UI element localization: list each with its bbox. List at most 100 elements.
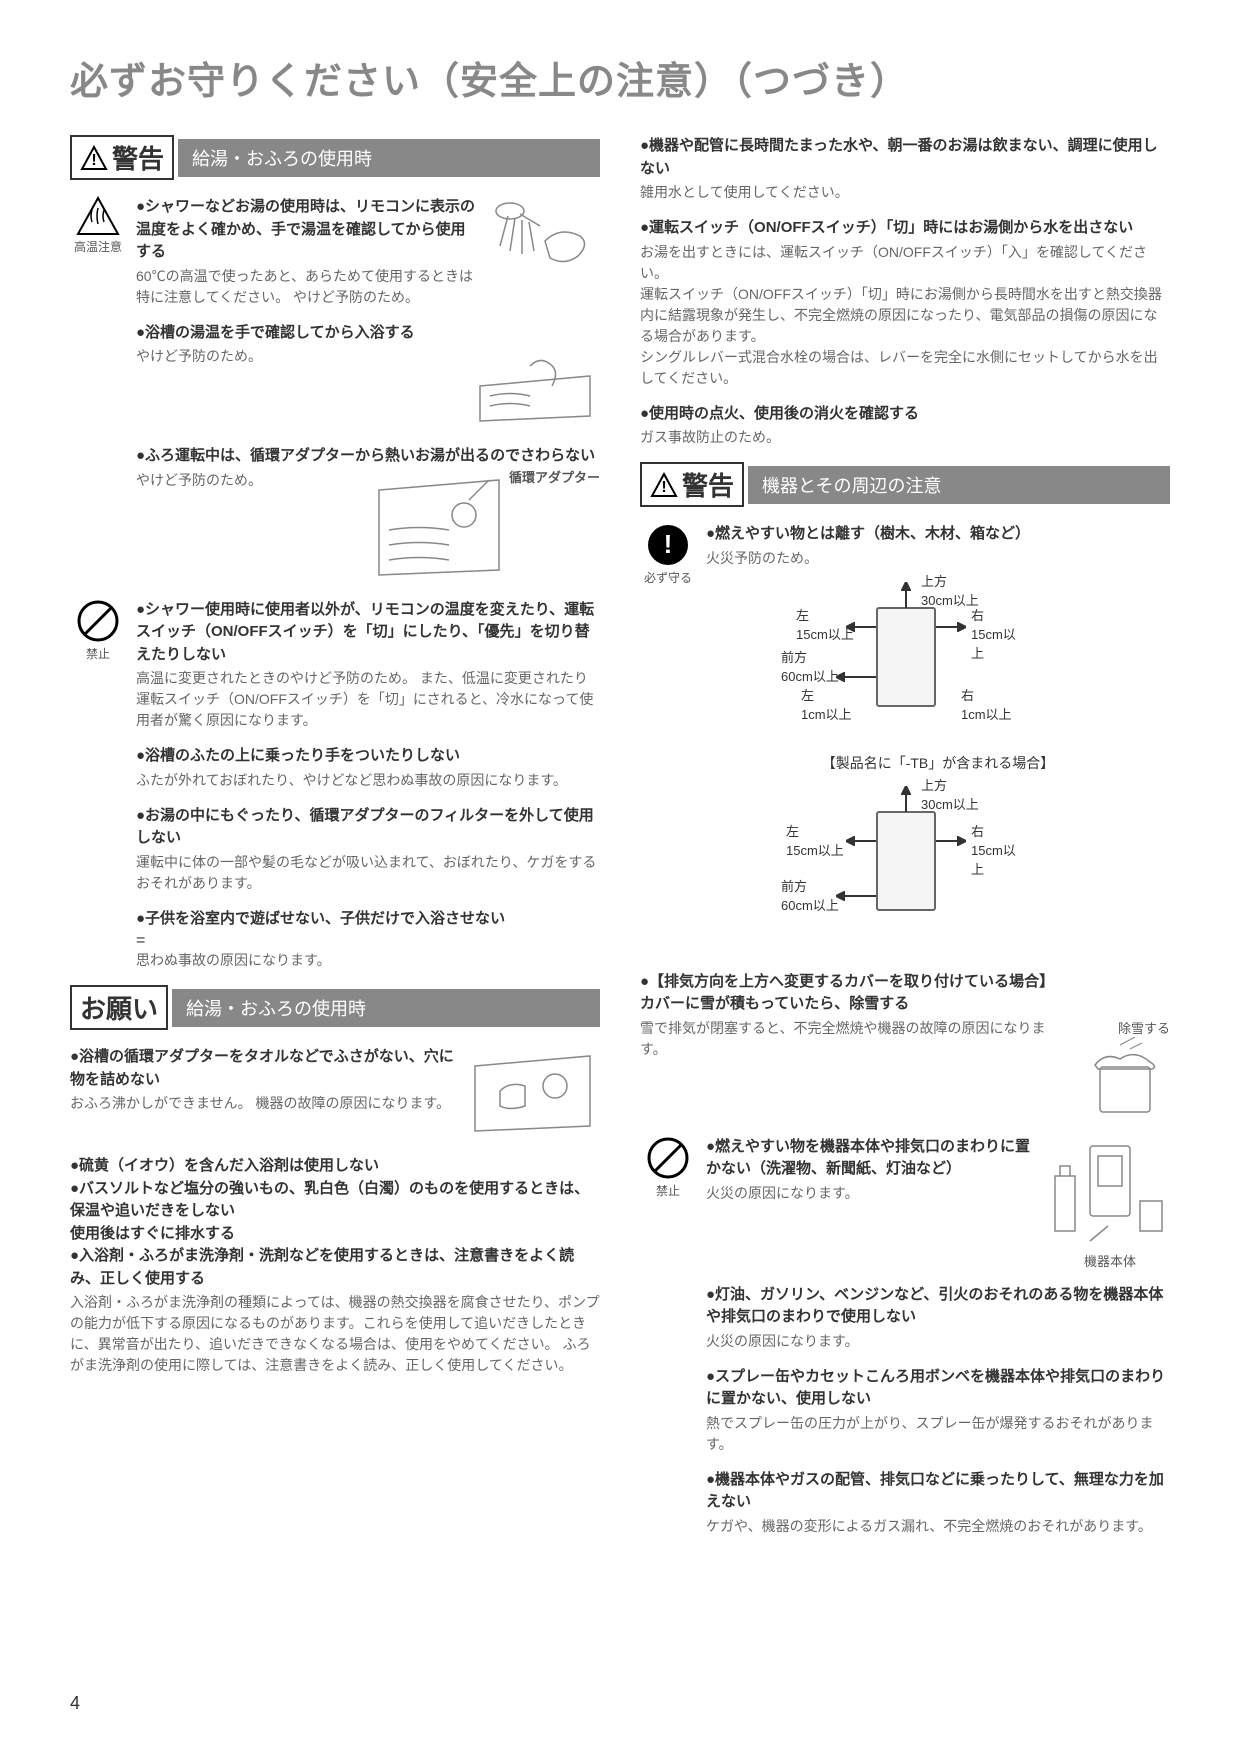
columns: ! 警告 給湯・おふろの使用時 高温注意 ●シャワーなどお湯の使用時は、リモコン… (70, 135, 1170, 1551)
hot-caution-icon (76, 196, 120, 236)
clearance-rightb: 右 1cm以上 (961, 685, 1012, 723)
clearance-front: 前方 60cm以上 (781, 647, 839, 685)
item-body: お湯を出すときには、運転スイッチ（ON/OFFスイッチ）「入」を確認してください… (640, 242, 1170, 389)
icon-must-obey: ! 必ず守る (640, 523, 696, 957)
page-number: 4 (70, 1693, 80, 1714)
shower-illustration (490, 196, 600, 291)
item-title: ●機器本体やガスの配管、排気口などに乗ったりして、無理な力を加えない (706, 1469, 1170, 1514)
item-title: ●浴槽のふたの上に乗ったり手をついたりしない (136, 745, 600, 768)
left-request-1: ●硫黄（イオウ）を含んだ入浴剤は使用しない ●バスソルトなど塩分の強いもの、乳白… (70, 1155, 600, 1376)
item-title: ●硫黄（イオウ）を含んだ入浴剤は使用しない ●バスソルトなど塩分の強いもの、乳白… (70, 1155, 600, 1290)
svg-text:!: ! (91, 152, 96, 169)
warning-badge-text: 警告 (682, 466, 734, 503)
left-item-5: ●お湯の中にもぐったり、循環アダプターのフィルターを外して使用しない 運転中に体… (70, 805, 600, 894)
right-top-0: ●機器や配管に長時間たまった水や、朝一番のお湯は飲まない、調理に使用しない 雑用… (640, 135, 1170, 203)
clearance-left: 左 15cm以上 (796, 605, 854, 643)
prohibit-icon (76, 599, 120, 643)
section-label: 機器とその周辺の注意 (748, 466, 1170, 504)
right-column: ●機器や配管に長時間たまった水や、朝一番のお湯は飲まない、調理に使用しない 雑用… (640, 135, 1170, 1551)
warning-badge: ! 警告 (640, 462, 744, 507)
icon-prohibit: 禁止 (70, 599, 126, 732)
icon-prohibit: 禁止 (640, 1136, 696, 1270)
page-title: 必ずお守りください（安全上の注意）（つづき） (70, 50, 1170, 105)
section-label: 給湯・おふろの使用時 (178, 139, 600, 177)
left-item-2: ●ふろ運転中は、循環アダプターから熱いお湯が出るのでさわらない 循環アダプター … (70, 445, 600, 585)
item-title: ●機器や配管に長時間たまった水や、朝一番のお湯は飲まない、調理に使用しない (640, 135, 1170, 180)
warning-triangle-icon: ! (80, 145, 108, 171)
item-title: ●燃えやすい物とは離す（樹木、木材、箱など） (706, 523, 1170, 546)
left-item-1: ●浴槽の湯温を手で確認してから入浴する やけど予防のため。 (70, 322, 600, 432)
warning-badge: ! 警告 (70, 135, 174, 180)
snow-illustration: 除雪する (1080, 1018, 1170, 1122)
right-prohibit-3: ●機器本体やガスの配管、排気口などに乗ったりして、無理な力を加えない ケガや、機… (640, 1469, 1170, 1537)
item-body: ふたが外れておぼれたり、やけどなど思わぬ事故の原因になります。 (136, 770, 600, 791)
item-title: ●ふろ運転中は、循環アダプターから熱いお湯が出るのでさわらない 循環アダプター (136, 445, 600, 468)
left-item-3: 禁止 ●シャワー使用時に使用者以外が、リモコンの温度を変えたり、運転スイッチ（O… (70, 599, 600, 732)
icon-label: 禁止 (656, 1184, 680, 1198)
case2-label: 【製品名に「-TB」が含まれる場合】 (706, 753, 1170, 773)
clearance-diagram-2: 上方 30cm以上 左 15cm以上 右 15cm以上 前方 60cm以上 (746, 781, 1026, 941)
item-body: 雑用水として使用してください。 (640, 182, 1170, 203)
adapter-illustration (369, 470, 509, 585)
warning-header-left: ! 警告 給湯・おふろの使用時 (70, 135, 600, 180)
item-body: 思わぬ事故の原因になります。 (136, 950, 600, 971)
left-item-4: ●浴槽のふたの上に乗ったり手をついたりしない ふたが外れておぼれたり、やけどなど… (70, 745, 600, 791)
clearance2-top: 上方 30cm以上 (921, 775, 979, 813)
snow-annot: 除雪する (1080, 1018, 1170, 1037)
clearance2-left: 左 15cm以上 (786, 821, 844, 859)
item-title: ●使用時の点火、使用後の消火を確認する (640, 403, 1170, 426)
item-title: ●お湯の中にもぐったり、循環アダプターのフィルターを外して使用しない (136, 805, 600, 850)
right-prohibit-1: ●灯油、ガソリン、ベンジンなど、引火のおそれのある物を機器本体や排気口のまわりで… (640, 1284, 1170, 1352)
item-title: ●シャワー使用時に使用者以外が、リモコンの温度を変えたり、運転スイッチ（ON/O… (136, 599, 600, 667)
warning-triangle-icon: ! (650, 472, 678, 498)
item-body: 火災の原因になります。 (706, 1331, 1170, 1352)
item-body: 高温に変更されたときのやけど予防のため。 また、低温に変更されたり運転スイッチ（… (136, 668, 600, 731)
snow-item: ●【排気方向を上方へ変更するカバーを取り付けている場合】 カバーに雪が積もってい… (640, 971, 1170, 1122)
item-body: 運転中に体の一部や髪の毛などが吸い込まれて、おぼれたり、ケガをするおそれがありま… (136, 852, 600, 894)
appliance-annot: 機器本体 (1050, 1251, 1170, 1270)
clearance-top: 上方 30cm以上 (921, 571, 979, 609)
warning-header-right: ! 警告 機器とその周辺の注意 (640, 462, 1170, 507)
prohibit-icon (646, 1136, 690, 1180)
clearance-right: 右 15cm以上 (971, 605, 1026, 662)
left-item-0: 高温注意 ●シャワーなどお湯の使用時は、リモコンに表示の温度をよく確かめ、手で湯… (70, 196, 600, 308)
icon-label: 禁止 (86, 647, 110, 661)
item-title: ●運転スイッチ（ON/OFFスイッチ）「切」時にはお湯側から水を出さない (640, 217, 1170, 240)
item-body: 熱でスプレー缶の圧力が上がり、スプレー缶が爆発するおそれがあります。 (706, 1413, 1170, 1455)
adapter-annotation: 循環アダプター (509, 468, 600, 488)
item-title: ●子供を浴室内で遊ばせない、子供だけで入浴させない (136, 908, 600, 931)
icon-label: 高温注意 (74, 240, 122, 254)
request-header: お願い 給湯・おふろの使用時 (70, 985, 600, 1030)
item-title: ●【排気方向を上方へ変更するカバーを取り付けている場合】 カバーに雪が積もってい… (640, 971, 1170, 1016)
bath-hand-illustration (470, 346, 600, 431)
clearance2-front: 前方 60cm以上 (781, 876, 839, 914)
right-prohibit-2: ●スプレー缶やカセットこんろ用ボンベを機器本体や排気口のまわりに置かない、使用し… (640, 1366, 1170, 1455)
item-title: ●スプレー缶やカセットこんろ用ボンベを機器本体や排気口のまわりに置かない、使用し… (706, 1366, 1170, 1411)
towel-adapter-illustration (470, 1046, 600, 1141)
clearance2-right: 右 15cm以上 (971, 821, 1026, 878)
must-obey-icon: ! (646, 523, 690, 567)
left-request-0: ●浴槽の循環アダプターをタオルなどでふさがない、穴に物を詰めない おふろ沸かしが… (70, 1046, 600, 1141)
request-badge: お願い (70, 985, 168, 1030)
left-column: ! 警告 給湯・おふろの使用時 高温注意 ●シャワーなどお湯の使用時は、リモコン… (70, 135, 600, 1551)
warning-badge-text: 警告 (112, 139, 164, 176)
right-top-1: ●運転スイッチ（ON/OFFスイッチ）「切」時にはお湯側から水を出さない お湯を… (640, 217, 1170, 389)
section-label: 給湯・おふろの使用時 (172, 989, 600, 1027)
item-title: ●浴槽の湯温を手で確認してから入浴する (136, 322, 600, 345)
right-top-2: ●使用時の点火、使用後の消火を確認する ガス事故防止のため。 (640, 403, 1170, 449)
request-badge-text: お願い (80, 989, 158, 1026)
right-prohibit-0: 禁止 機器本体 ●燃えやすい物を機器本体や排気口のまわりに置かない（洗濯物、新聞… (640, 1136, 1170, 1270)
left-item-6: ●子供を浴室内で遊ばせない、子供だけで入浴させない= 思わぬ事故の原因になります… (70, 908, 600, 972)
appliance-illustration: 機器本体 (1050, 1136, 1170, 1270)
item-title: ●灯油、ガソリン、ベンジンなど、引火のおそれのある物を機器本体や排気口のまわりで… (706, 1284, 1170, 1329)
item-body: ガス事故防止のため。 (640, 427, 1170, 448)
svg-text:!: ! (664, 529, 673, 559)
clearance-diagram-1: 上方 30cm以上 左 15cm以上 右 15cm以上 前方 60cm以上 左 … (746, 577, 1026, 737)
icon-label: 必ず守る (644, 571, 692, 585)
item-body: 火災予防のため。 (706, 548, 1170, 569)
item-body: ケガや、機器の変形によるガス漏れ、不完全燃焼のおそれがあります。 (706, 1516, 1170, 1537)
item-body: 入浴剤・ふろがま洗浄剤の種類によっては、機器の熱交換器を腐食させたり、ポンプの能… (70, 1292, 600, 1376)
clearance-item: ! 必ず守る ●燃えやすい物とは離す（樹木、木材、箱など） 火災予防のため。 上… (640, 523, 1170, 957)
icon-hot-caution: 高温注意 (70, 196, 126, 308)
clearance-leftb: 左 1cm以上 (801, 685, 852, 723)
